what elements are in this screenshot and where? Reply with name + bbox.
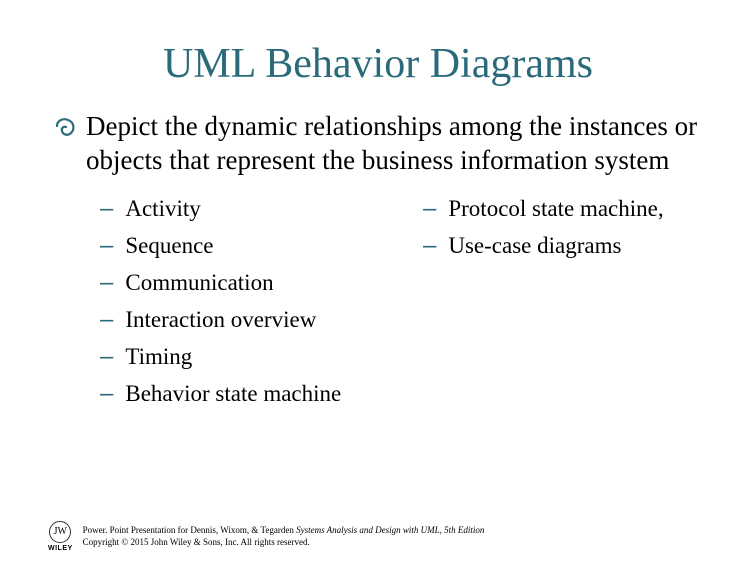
dash-icon: –: [100, 342, 113, 372]
sub-columns: –Activity–Sequence–Communication–Interac…: [50, 194, 706, 416]
footer-line-2: Copyright © 2015 John Wiley & Sons, Inc.…: [83, 537, 485, 548]
list-item: –Use-case diagrams: [423, 231, 706, 261]
list-item: –Communication: [100, 268, 383, 298]
dash-icon: –: [100, 379, 113, 409]
list-item: –Sequence: [100, 231, 383, 261]
list-item-text: Timing: [125, 342, 192, 372]
dash-icon: –: [100, 268, 113, 298]
list-item-text: Use-case diagrams: [448, 231, 621, 261]
wiley-logo: JW WILEY: [48, 521, 73, 552]
right-column: –Protocol state machine,–Use-case diagra…: [423, 194, 706, 416]
list-item: –Activity: [100, 194, 383, 224]
footer-text: Power. Point Presentation for Dennis, Wi…: [83, 525, 485, 548]
dash-icon: –: [100, 305, 113, 335]
dash-icon: –: [100, 231, 113, 261]
list-item-text: Interaction overview: [125, 305, 316, 335]
list-item-text: Behavior state machine: [125, 379, 341, 409]
main-bullet: Depict the dynamic relationships among t…: [50, 110, 706, 178]
main-bullet-text: Depict the dynamic relationships among t…: [86, 110, 706, 178]
footer-line-1: Power. Point Presentation for Dennis, Wi…: [83, 525, 485, 536]
footer-line1-prefix: Power. Point Presentation for Dennis, Wi…: [83, 525, 296, 535]
list-item-text: Activity: [125, 194, 200, 224]
slide-footer: JW WILEY Power. Point Presentation for D…: [48, 521, 716, 552]
slide-title: UML Behavior Diagrams: [50, 40, 706, 88]
swirl-icon: [54, 116, 80, 143]
dash-icon: –: [100, 194, 113, 224]
list-item-text: Communication: [125, 268, 273, 298]
list-item-text: Sequence: [125, 231, 213, 261]
logo-label: WILEY: [48, 545, 73, 552]
slide-container: UML Behavior Diagrams Depict the dynamic…: [0, 0, 756, 576]
list-item: –Interaction overview: [100, 305, 383, 335]
list-item: –Protocol state machine,: [423, 194, 706, 224]
logo-circle: JW: [49, 521, 71, 543]
left-column: –Activity–Sequence–Communication–Interac…: [100, 194, 383, 416]
list-item-text: Protocol state machine,: [448, 194, 663, 224]
list-item: –Timing: [100, 342, 383, 372]
footer-line1-italic: Systems Analysis and Design with UML, 5t…: [296, 525, 484, 535]
dash-icon: –: [423, 194, 436, 224]
list-item: –Behavior state machine: [100, 379, 383, 409]
dash-icon: –: [423, 231, 436, 261]
